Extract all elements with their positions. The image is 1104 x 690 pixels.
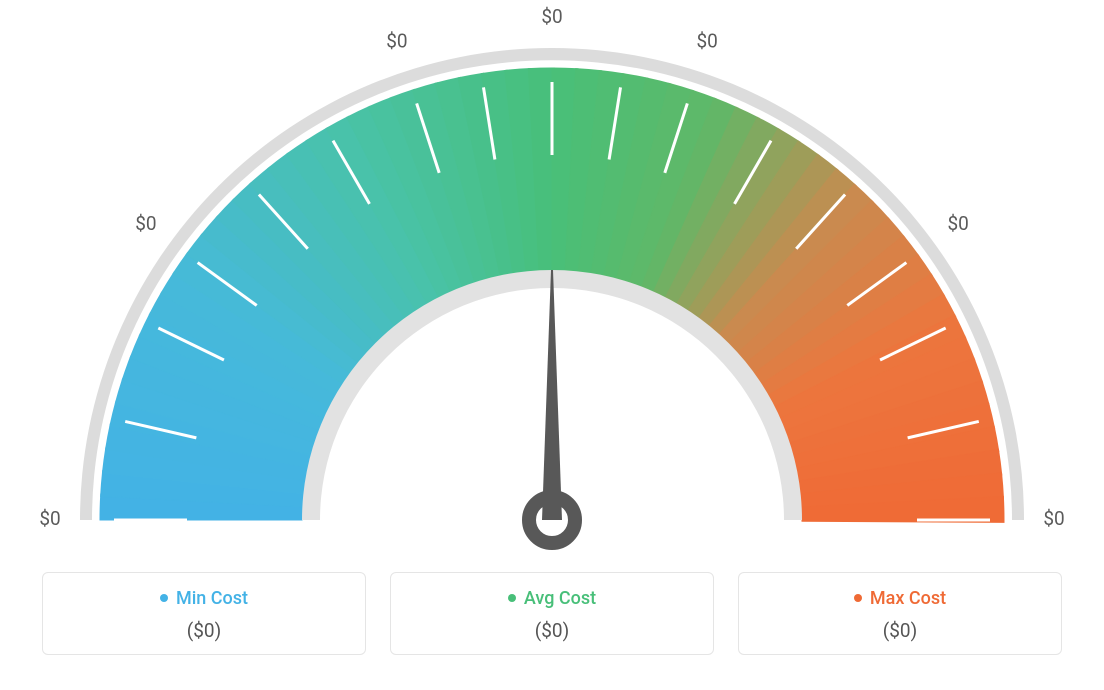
legend-title-min: Min Cost — [160, 588, 248, 609]
legend-card-min: Min Cost ($0) — [42, 572, 366, 655]
legend-value-max: ($0) — [749, 619, 1051, 642]
legend-value-min: ($0) — [53, 619, 355, 642]
legend-title-max: Max Cost — [854, 588, 946, 609]
gauge-needle — [542, 270, 562, 520]
legend-dot-min — [160, 594, 168, 602]
gauge-tick-label: $0 — [135, 212, 156, 235]
legend-label-avg: Avg Cost — [524, 588, 596, 609]
gauge-tick-label: $0 — [696, 30, 717, 53]
legend-label-max: Max Cost — [870, 588, 946, 609]
gauge-tick-label: $0 — [39, 507, 60, 530]
legend-title-avg: Avg Cost — [508, 588, 596, 609]
gauge-tick-label: $0 — [386, 30, 407, 53]
gauge-tick-label: $0 — [541, 5, 562, 28]
legend-value-avg: ($0) — [401, 619, 703, 642]
gauge-chart: $0 $0 $0 $0 $0 $0 $0 — [0, 0, 1104, 560]
legend-dot-avg — [508, 594, 516, 602]
legend-card-max: Max Cost ($0) — [738, 572, 1062, 655]
legend-row: Min Cost ($0) Avg Cost ($0) Max Cost ($0… — [42, 572, 1062, 655]
legend-dot-max — [854, 594, 862, 602]
gauge-tick-label: $0 — [947, 212, 968, 235]
gauge-svg: $0 $0 $0 $0 $0 $0 $0 — [0, 0, 1104, 560]
gauge-tick-label: $0 — [1043, 507, 1064, 530]
legend-card-avg: Avg Cost ($0) — [390, 572, 714, 655]
legend-label-min: Min Cost — [176, 588, 248, 609]
